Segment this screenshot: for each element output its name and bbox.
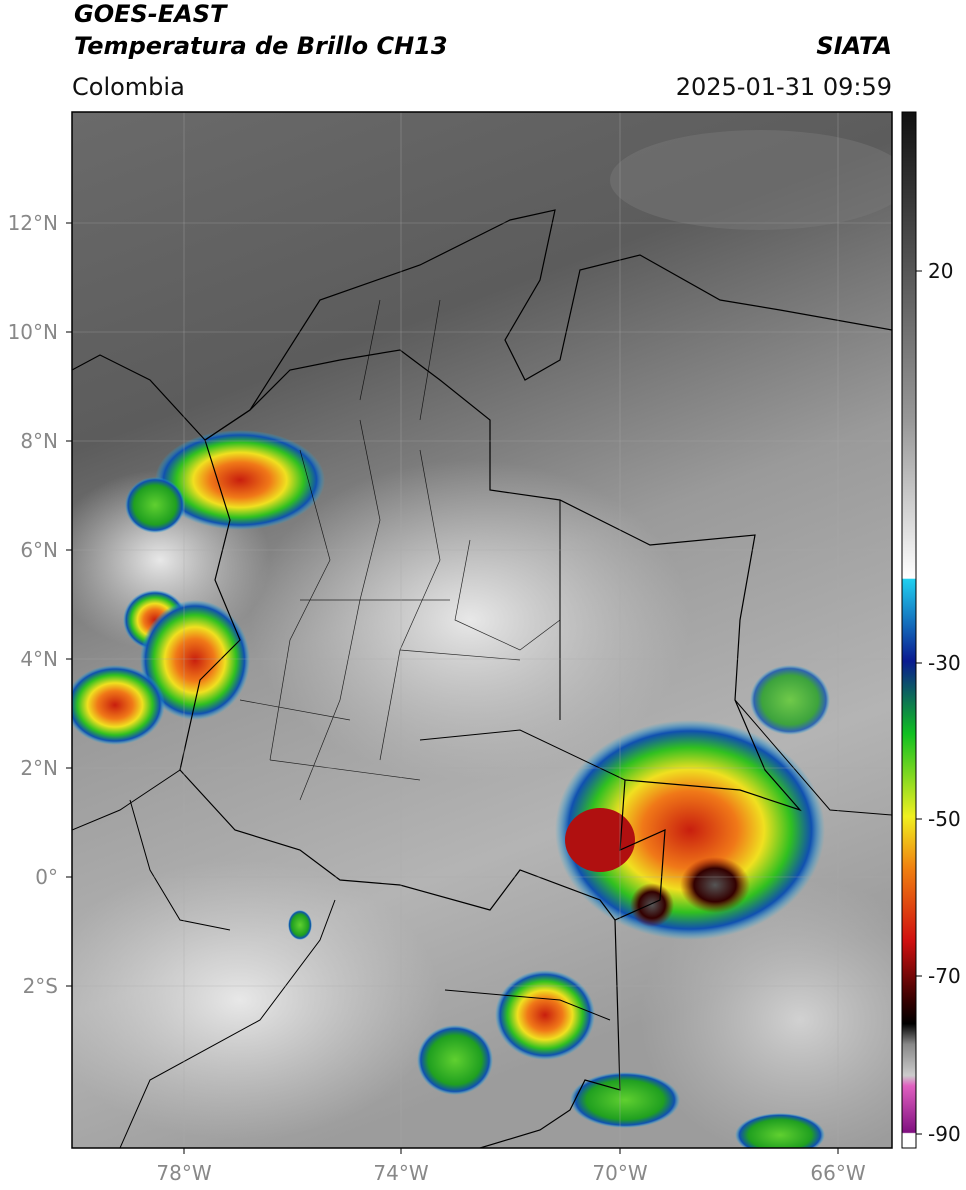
lon-label: 66°W [810, 1161, 865, 1185]
source: SIATA [816, 32, 892, 60]
colorbar-label: -90 [928, 1122, 961, 1146]
region: Colombia [72, 73, 185, 101]
lon-label: 74°W [373, 1161, 428, 1185]
colorbar [901, 111, 917, 1149]
datetime: 2025-01-31 09:59 [676, 73, 892, 101]
colorbar-label: 20 [928, 259, 953, 283]
lat-label: 10°N [8, 320, 58, 344]
lat-label: 12°N [8, 211, 58, 235]
colorbar-label: -70 [928, 964, 961, 988]
subtitle: Temperatura de Brillo CH13 [74, 32, 448, 60]
colorbar-label: -30 [928, 651, 961, 675]
lat-label: 4°N [20, 647, 58, 671]
title: GOES-EAST [74, 0, 228, 28]
map-frame [71, 111, 893, 1149]
lon-label: 70°W [592, 1161, 647, 1185]
lat-label: 2°S [23, 974, 58, 998]
graticule [72, 112, 892, 1148]
lat-label: 8°N [20, 429, 58, 453]
lat-label: 6°N [20, 538, 58, 562]
satellite-image [72, 112, 892, 1148]
lat-label: 0° [35, 865, 58, 889]
colorbar-label: -50 [928, 807, 961, 831]
lon-label: 78°W [156, 1161, 211, 1185]
lat-label: 2°N [20, 756, 58, 780]
